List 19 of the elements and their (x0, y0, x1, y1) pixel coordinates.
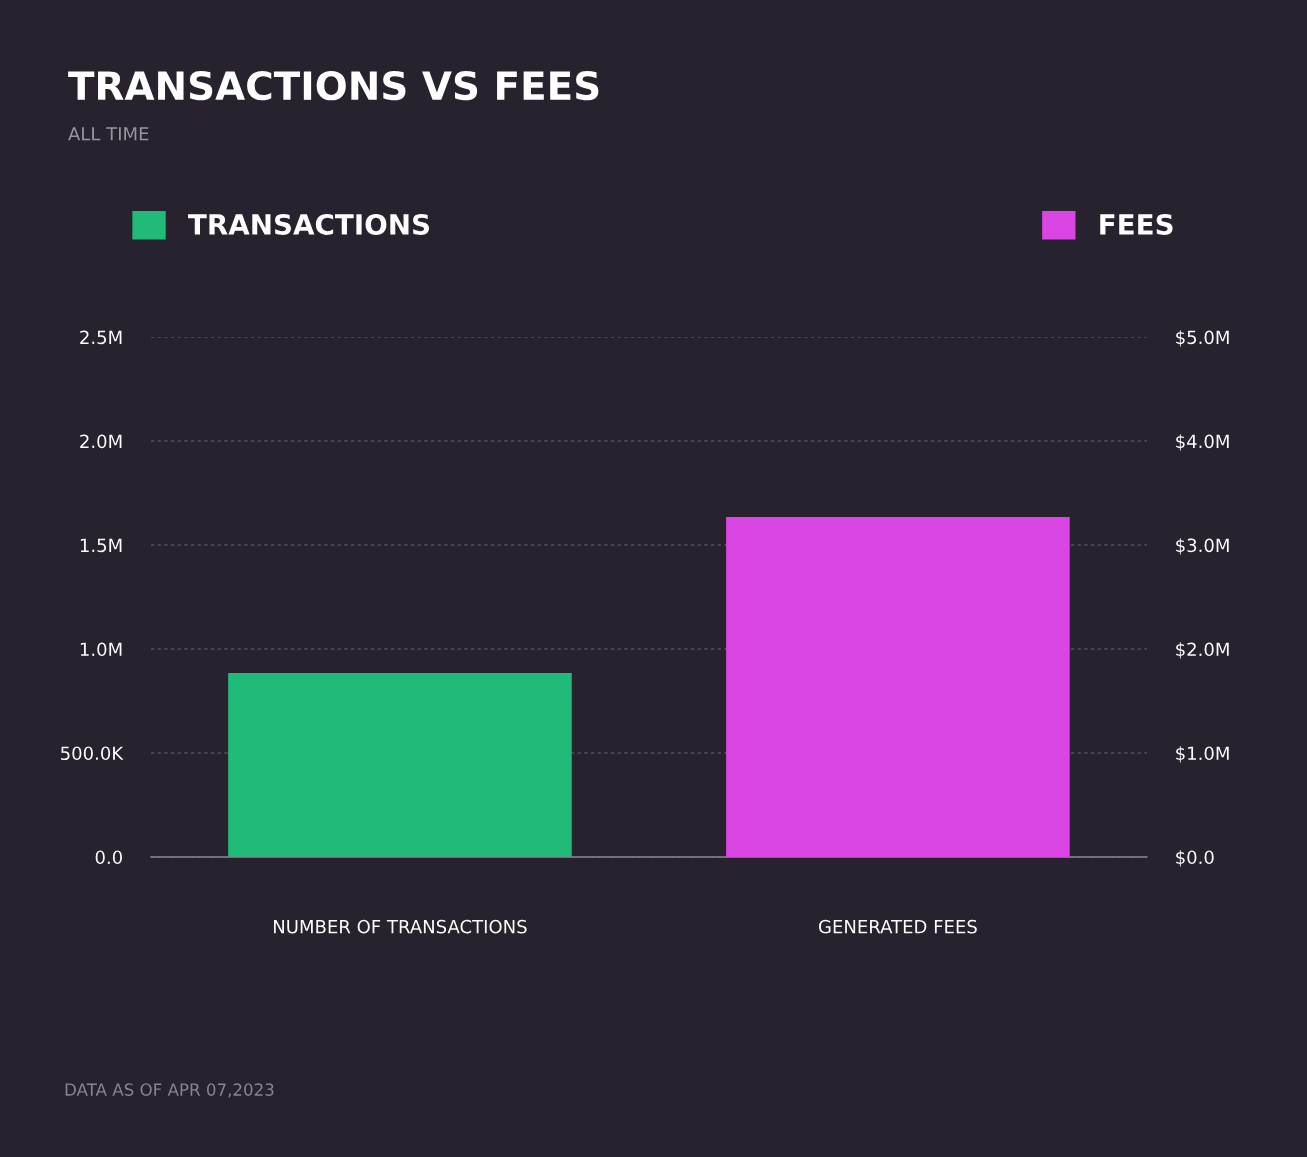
y2-tick-label: $1.0M (1176, 746, 1229, 763)
y-tick-label: 500.0K (61, 746, 124, 761)
y2-tick-label: $2.0M (1176, 642, 1229, 659)
x-tick-label: GENERATED FEES (819, 919, 977, 934)
y-tick-label: 1.0M (80, 642, 122, 657)
legend-label: TRANSACTIONS (188, 213, 430, 235)
y2-tick-label: $0.0 (1176, 850, 1214, 867)
x-tick-label: NUMBER OF TRANSACTIONS (274, 919, 527, 934)
chart-title: TRANSACTIONS VS FEES (68, 70, 599, 101)
y2-tick-label: $3.0M (1176, 538, 1229, 555)
legend-label: FEES (1100, 213, 1173, 235)
y-tick-label: 2.0M (80, 434, 122, 449)
y-tick-label: 0.0 (95, 850, 122, 865)
y-tick-label: 1.5M (80, 538, 122, 553)
y-tick-label: 2.5M (80, 330, 122, 345)
text: DATA AS OF APR 07,2023 (65, 1083, 274, 1098)
chart-subtitle: ALL TIME (68, 127, 149, 141)
y2-tick-label: $5.0M (1176, 330, 1229, 347)
y2-tick-label: $4.0M (1176, 434, 1229, 451)
